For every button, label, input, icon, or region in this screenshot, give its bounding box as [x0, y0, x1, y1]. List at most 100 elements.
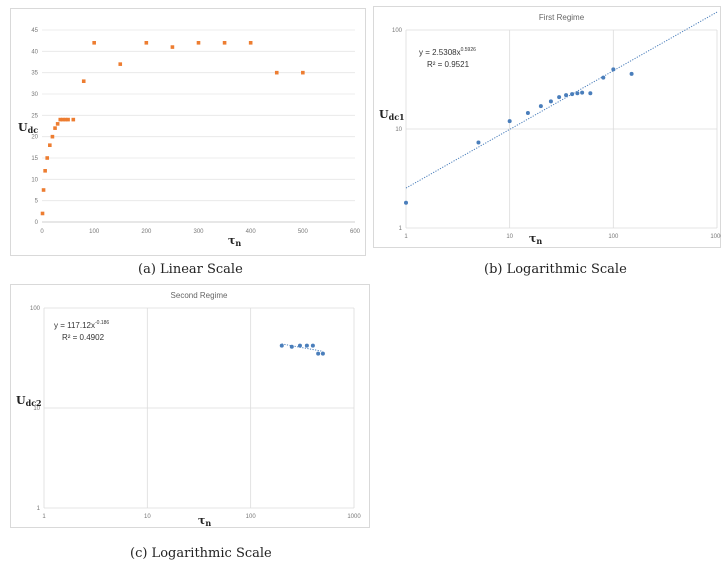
chart-b-equation: y = 2.5308x0.5926 [419, 47, 476, 57]
chart-b-x-tick: 1 [404, 234, 408, 240]
chart-c-x-tick: 1 [42, 514, 46, 520]
chart-c-equation: y = 117.12x-0.186 [54, 320, 109, 330]
chart-a-point [58, 117, 63, 122]
chart-b-point [404, 200, 408, 205]
chart-b-y-tick: 10 [395, 127, 402, 133]
chart-c-point [320, 351, 325, 356]
chart-a-point [63, 117, 68, 122]
chart-b-point [548, 99, 553, 104]
chart-first-regime-svg: First Regime 1 10 100 1 10 100 1000 y = 2.5308x0… [373, 6, 721, 248]
chart-a-y-tick: 10 [31, 177, 38, 183]
chart-a-x-tick: 500 [298, 229, 309, 235]
chart-a-point [274, 70, 279, 75]
chart-a-y-label: Udc [18, 121, 38, 135]
chart-c-y-tick: 10 [33, 406, 40, 412]
chart-b-point [575, 91, 580, 96]
chart-b-point [580, 90, 585, 95]
chart-a-point [41, 188, 46, 192]
chart-b-y-tick: 100 [392, 28, 403, 34]
chart-b-x-tick: 100 [608, 234, 619, 240]
chart-a-y-tick: 5 [35, 199, 39, 205]
chart-c-point [316, 351, 321, 356]
chart-b-point [564, 93, 569, 98]
chart-b-point [629, 71, 634, 76]
chart-c-title: Second Regime [171, 291, 228, 300]
chart-c-x-tick: 100 [246, 514, 257, 520]
chart-a-point [92, 41, 96, 45]
chart-a-point [40, 211, 45, 216]
chart-a-point [144, 41, 149, 45]
chart-a-x-tick: 300 [193, 229, 204, 235]
chart-a-point [61, 117, 65, 122]
chart-c-r-squared: R² = 0.4902 [62, 333, 105, 342]
chart-b-point [476, 140, 481, 145]
chart-a-frame [10, 8, 366, 256]
chart-a-y-tick: 45 [31, 28, 38, 34]
chart-b-x-tick: 1000 [710, 234, 721, 240]
chart-c-point [304, 343, 309, 348]
chart-c-y-tick: 1 [37, 506, 41, 512]
chart-b-frame [373, 6, 721, 248]
chart-linear-scale: 0 5 10 15 20 25 30 35 40 45 0 100 200 300 400 500 600 Udc… [10, 8, 366, 256]
chart-b-point [538, 104, 543, 109]
chart-a-y-tick: 25 [31, 113, 38, 119]
chart-c-point [279, 343, 284, 348]
chart-a-x-label: τn [228, 234, 241, 248]
chart-a-y-tick: 0 [35, 220, 39, 226]
chart-a-point [81, 79, 86, 83]
caption-second-regime: (c) Logarithmic Scale [130, 546, 272, 561]
chart-a-point [118, 62, 123, 66]
chart-a-x-tick: 0 [40, 229, 44, 235]
chart-c-point [289, 344, 294, 349]
chart-c-trendline [281, 343, 323, 352]
chart-c-y-tick: 100 [30, 306, 41, 312]
chart-b-y-label: Udc1 [379, 108, 405, 122]
chart-c-x-label: τn [198, 514, 211, 528]
chart-c-point [297, 343, 302, 348]
chart-a-y-tick: 30 [31, 92, 38, 98]
chart-second-regime-svg: Second Regime 1 10 100 1 10 100 1000 y = 117.12x… [10, 284, 370, 528]
chart-a-point [248, 41, 253, 45]
chart-a-point [48, 143, 52, 147]
chart-b-r-squared: R² = 0.9521 [427, 60, 470, 69]
chart-b-point [570, 92, 575, 97]
chart-linear-scale-svg: 0 5 10 15 20 25 30 35 40 45 0 100 200 300 400 500 600 Udc… [10, 8, 366, 256]
chart-a-point [55, 122, 60, 126]
chart-a-point [170, 45, 175, 49]
chart-b-point [507, 119, 512, 124]
chart-b-point [525, 111, 530, 116]
chart-c-x-tick: 10 [144, 514, 151, 520]
chart-a-point [222, 41, 227, 45]
chart-a-x-tick: 400 [246, 229, 257, 235]
chart-a-point [66, 117, 70, 122]
chart-a-y-tick: 35 [31, 71, 38, 77]
chart-c-frame [10, 284, 370, 528]
chart-a-point [53, 126, 57, 130]
chart-a-point [196, 41, 201, 45]
chart-c-y-label: Udc2 [16, 394, 42, 408]
chart-a-y-tick: 40 [31, 49, 38, 55]
caption-first-regime: (b) Logarithmic Scale [484, 262, 627, 277]
chart-b-y-tick: 1 [399, 226, 403, 232]
chart-b-title: First Regime [539, 13, 585, 22]
chart-a-x-tick: 600 [350, 229, 361, 235]
chart-b-point [588, 91, 593, 96]
chart-b-point [601, 75, 606, 80]
chart-a-x-tick: 200 [141, 229, 152, 235]
chart-a-point [43, 169, 47, 173]
chart-c-point [310, 343, 315, 348]
chart-b-x-label: τn [529, 232, 542, 246]
chart-a-y-tick: 20 [31, 135, 38, 141]
caption-linear-scale: (a) Linear Scale [138, 262, 243, 277]
chart-a-point [45, 156, 50, 160]
chart-a-x-tick: 100 [89, 229, 100, 235]
chart-a-point [50, 134, 55, 139]
chart-c-x-tick: 1000 [347, 514, 361, 520]
chart-b-point [611, 67, 616, 72]
chart-a-point [301, 70, 305, 75]
chart-first-regime: First Regime 1 10 100 1 10 100 1000 y = 2.5308x0… [373, 6, 721, 248]
chart-a-y-tick: 15 [31, 156, 38, 162]
chart-b-point [557, 95, 562, 100]
chart-a-point [71, 117, 76, 122]
chart-second-regime: Second Regime 1 10 100 1 10 100 1000 y = 117.12x… [10, 284, 370, 528]
